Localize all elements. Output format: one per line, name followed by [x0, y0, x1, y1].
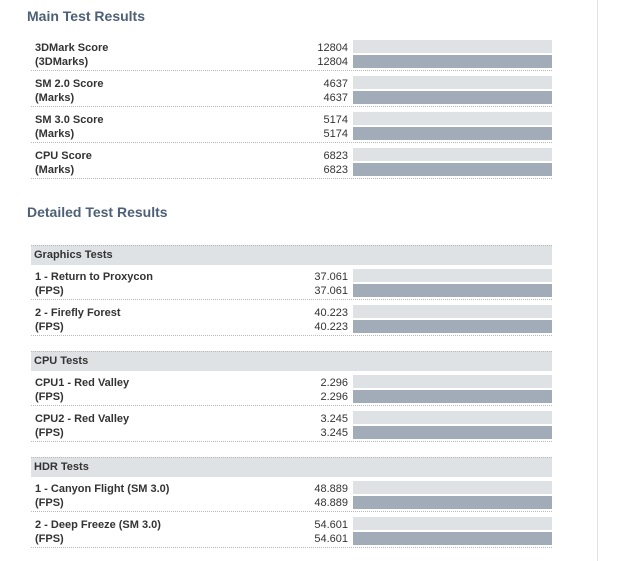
- reference-bar-track: [353, 411, 552, 424]
- row-name: SM 3.0 Score: [35, 114, 104, 126]
- result-bar-track: [353, 127, 552, 140]
- reference-bar-track: [353, 269, 552, 282]
- reference-bar: [353, 375, 552, 388]
- result-bar: [353, 127, 552, 140]
- reference-bar-track: [353, 76, 552, 89]
- group-label: HDR Tests: [34, 461, 89, 473]
- reference-bar-track: [353, 481, 552, 494]
- result-bar: [353, 496, 552, 509]
- row-unit: (FPS): [35, 285, 64, 297]
- result-value: 54.601: [314, 533, 348, 545]
- row-name: 2 - Deep Freeze (SM 3.0): [35, 519, 161, 531]
- row-name: 2 - Firefly Forest: [35, 307, 121, 319]
- result-value: 40.223: [314, 321, 348, 333]
- result-row-firefly: 2 - Firefly Forest (FPS) 40.223 40.223: [31, 303, 552, 336]
- row-unit: (FPS): [35, 321, 64, 333]
- group-label: CPU Tests: [34, 355, 89, 367]
- row-name: CPU Score: [35, 150, 92, 162]
- row-name: 1 - Return to Proxycon: [35, 271, 153, 283]
- reference-bar: [353, 148, 552, 161]
- row-unit: (Marks): [35, 92, 75, 104]
- result-bar: [353, 91, 552, 104]
- reference-bar: [353, 517, 552, 530]
- row-unit: (FPS): [35, 533, 64, 545]
- row-unit: (Marks): [35, 128, 75, 140]
- reference-value: 4637: [323, 78, 348, 90]
- result-bar: [353, 55, 552, 68]
- reference-value: 48.889: [314, 483, 348, 495]
- result-value: 48.889: [314, 497, 348, 509]
- reference-bar: [353, 269, 552, 282]
- row-name: 1 - Canyon Flight (SM 3.0): [35, 483, 170, 495]
- result-value: 6823: [323, 164, 348, 176]
- reference-value: 40.223: [314, 307, 348, 319]
- result-value: 12804: [317, 56, 348, 68]
- result-row-cpu1: CPU1 - Red Valley (FPS) 2.296 2.296: [31, 373, 552, 406]
- result-bar-track: [353, 163, 552, 176]
- reference-value: 2.296: [320, 377, 348, 389]
- main-results-title: Main Test Results: [27, 8, 145, 24]
- result-bar-track: [353, 390, 552, 403]
- reference-bar-track: [353, 40, 552, 53]
- result-row-cpu2: CPU2 - Red Valley (FPS) 3.245 3.245: [31, 409, 552, 442]
- result-bar: [353, 163, 552, 176]
- reference-bar-track: [353, 375, 552, 388]
- result-value: 5174: [323, 128, 348, 140]
- result-bar-track: [353, 55, 552, 68]
- reference-bar: [353, 112, 552, 125]
- reference-bar: [353, 411, 552, 424]
- result-value: 3.245: [320, 427, 348, 439]
- reference-value: 54.601: [314, 519, 348, 531]
- result-bar-track: [353, 320, 552, 333]
- reference-value: 5174: [323, 114, 348, 126]
- row-unit: (FPS): [35, 427, 64, 439]
- row-name: 3DMark Score: [35, 42, 109, 54]
- row-unit: (Marks): [35, 164, 75, 176]
- row-unit: (FPS): [35, 391, 64, 403]
- reference-value: 37.061: [314, 271, 348, 283]
- result-row-proxycon: 1 - Return to Proxycon (FPS) 37.061 37.06…: [31, 267, 552, 300]
- result-bar-track: [353, 284, 552, 297]
- result-bar-track: [353, 91, 552, 104]
- page-right-border: [597, 0, 598, 561]
- result-row-deep-freeze: 2 - Deep Freeze (SM 3.0) (FPS) 54.601 54.…: [31, 515, 552, 548]
- result-bar: [353, 284, 552, 297]
- result-value: 37.061: [314, 285, 348, 297]
- reference-bar-track: [353, 517, 552, 530]
- row-name: SM 2.0 Score: [35, 78, 104, 90]
- result-bar: [353, 390, 552, 403]
- reference-bar: [353, 305, 552, 318]
- result-row-cpu: CPU Score (Marks) 6823 6823: [31, 146, 552, 179]
- reference-bar: [353, 40, 552, 53]
- group-header-cpu: CPU Tests: [31, 351, 552, 371]
- result-value: 4637: [323, 92, 348, 104]
- reference-value: 3.245: [320, 413, 348, 425]
- result-bar: [353, 532, 552, 545]
- row-name: CPU2 - Red Valley: [35, 413, 130, 425]
- reference-value: 6823: [323, 150, 348, 162]
- group-header-graphics: Graphics Tests: [31, 245, 552, 265]
- result-row-3dmark: 3DMark Score (3DMarks) 12804 12804: [31, 38, 552, 71]
- reference-bar-track: [353, 305, 552, 318]
- group-header-hdr: HDR Tests: [31, 457, 552, 477]
- result-row-sm20: SM 2.0 Score (Marks) 4637 4637: [31, 74, 552, 107]
- reference-bar-track: [353, 148, 552, 161]
- row-unit: (3DMarks): [35, 56, 89, 68]
- result-bar-track: [353, 426, 552, 439]
- detailed-results-title: Detailed Test Results: [27, 204, 168, 220]
- reference-value: 12804: [317, 42, 348, 54]
- reference-bar: [353, 481, 552, 494]
- result-bar: [353, 426, 552, 439]
- result-value: 2.296: [320, 391, 348, 403]
- row-unit: (FPS): [35, 497, 64, 509]
- group-label: Graphics Tests: [34, 249, 113, 261]
- result-bar: [353, 320, 552, 333]
- reference-bar: [353, 76, 552, 89]
- result-row-sm30: SM 3.0 Score (Marks) 5174 5174: [31, 110, 552, 143]
- result-bar-track: [353, 532, 552, 545]
- row-name: CPU1 - Red Valley: [35, 377, 130, 389]
- reference-bar-track: [353, 112, 552, 125]
- result-bar-track: [353, 496, 552, 509]
- result-row-canyon-flight: 1 - Canyon Flight (SM 3.0) (FPS) 48.889 4…: [31, 479, 552, 512]
